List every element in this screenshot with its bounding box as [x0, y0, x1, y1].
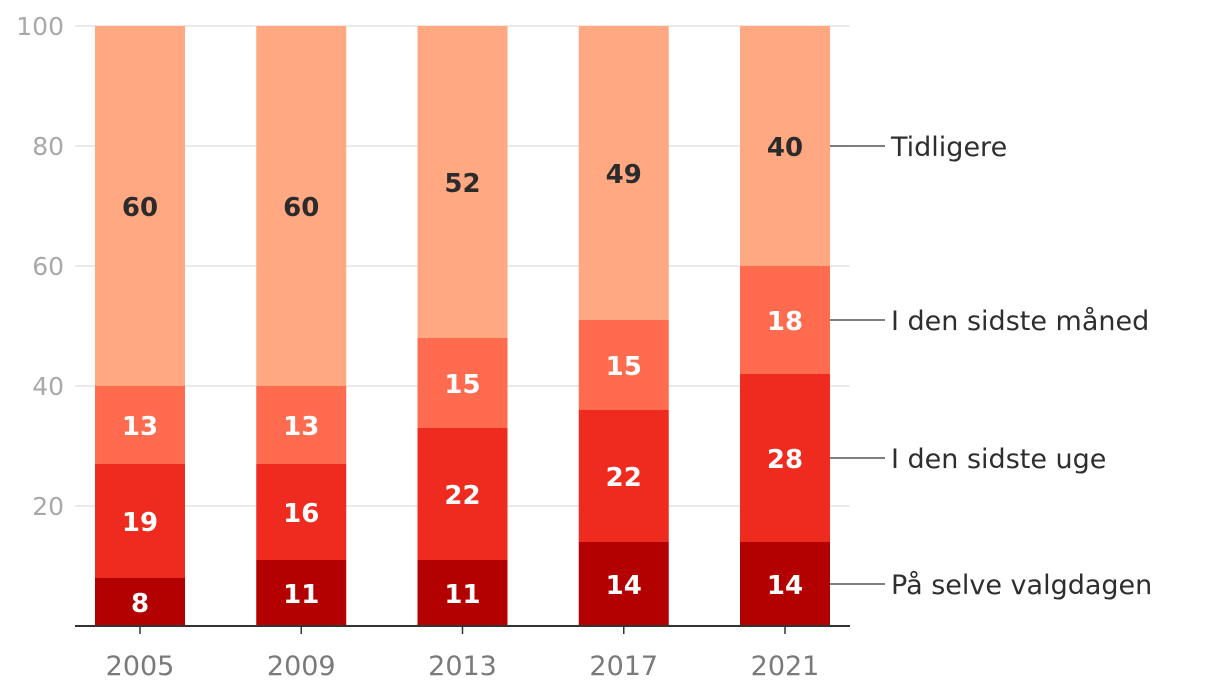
legend-label: På selve valgdagen [891, 570, 1152, 601]
data-label: 13 [122, 412, 158, 442]
legend-label: I den sidste uge [891, 444, 1106, 475]
bar-segment [95, 386, 185, 464]
x-tick-label: 2013 [428, 651, 497, 682]
data-label: 28 [767, 445, 803, 475]
bar-segment [417, 338, 508, 428]
data-label: 22 [444, 481, 480, 511]
legend-label: I den sidste måned [891, 306, 1149, 337]
data-label: 14 [767, 571, 803, 601]
x-tick-label: 2021 [751, 651, 820, 682]
x-tick-label: 2005 [106, 651, 175, 682]
bar-segment [256, 26, 347, 386]
y-tick-label: 80 [32, 132, 64, 161]
bar-segment [578, 410, 669, 542]
data-label: 22 [606, 463, 642, 493]
x-axis: 2005 2009 2013 2017 2021 [75, 625, 850, 682]
data-label: 60 [283, 193, 319, 223]
bar-segment [578, 542, 669, 626]
legend: På selve valgdagen I den sidste uge I den … [830, 132, 1152, 601]
bar-segment [95, 26, 185, 386]
data-label: 60 [122, 193, 158, 223]
bar-segment [417, 26, 508, 338]
data-label: 11 [444, 580, 480, 610]
bar-segment [740, 26, 830, 266]
bar-segment [95, 578, 185, 626]
bar-segment [256, 386, 347, 464]
data-label: 40 [767, 133, 803, 163]
bar-segment [740, 266, 830, 374]
y-tick-label: 20 [32, 492, 64, 521]
data-label: 18 [767, 307, 803, 337]
y-axis: 20 40 60 80 100 [16, 12, 64, 521]
bar-segment [417, 560, 508, 626]
bar-segment [740, 374, 830, 542]
data-label: 49 [606, 160, 642, 190]
data-label: 52 [444, 169, 480, 199]
x-tick-label: 2009 [267, 651, 336, 682]
bar-segment [256, 560, 347, 626]
bar-segment [578, 26, 669, 320]
data-label: 16 [283, 499, 319, 529]
bar-segment [95, 464, 185, 578]
bar-segment [256, 464, 347, 560]
legend-label: Tidligere [890, 132, 1007, 163]
x-tick-label: 2017 [589, 651, 658, 682]
data-label: 8 [131, 589, 149, 619]
bar-segment [417, 428, 508, 560]
y-tick-label: 40 [32, 372, 64, 401]
y-tick-label: 100 [16, 12, 64, 41]
bar-segment [578, 320, 669, 410]
bars: 8 19 13 60 11 16 13 60 11 22 15 52 14 22 15 49 14 28 18 40 [95, 26, 830, 626]
data-label: 13 [283, 412, 319, 442]
data-label: 19 [122, 508, 158, 538]
data-label: 14 [606, 571, 642, 601]
y-tick-label: 60 [32, 252, 64, 281]
data-label: 15 [606, 352, 642, 382]
data-label: 11 [283, 580, 319, 610]
bar-segment [740, 542, 830, 626]
data-label: 15 [444, 370, 480, 400]
